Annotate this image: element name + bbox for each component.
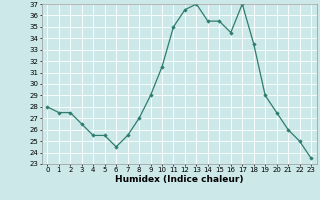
X-axis label: Humidex (Indice chaleur): Humidex (Indice chaleur) — [115, 175, 244, 184]
